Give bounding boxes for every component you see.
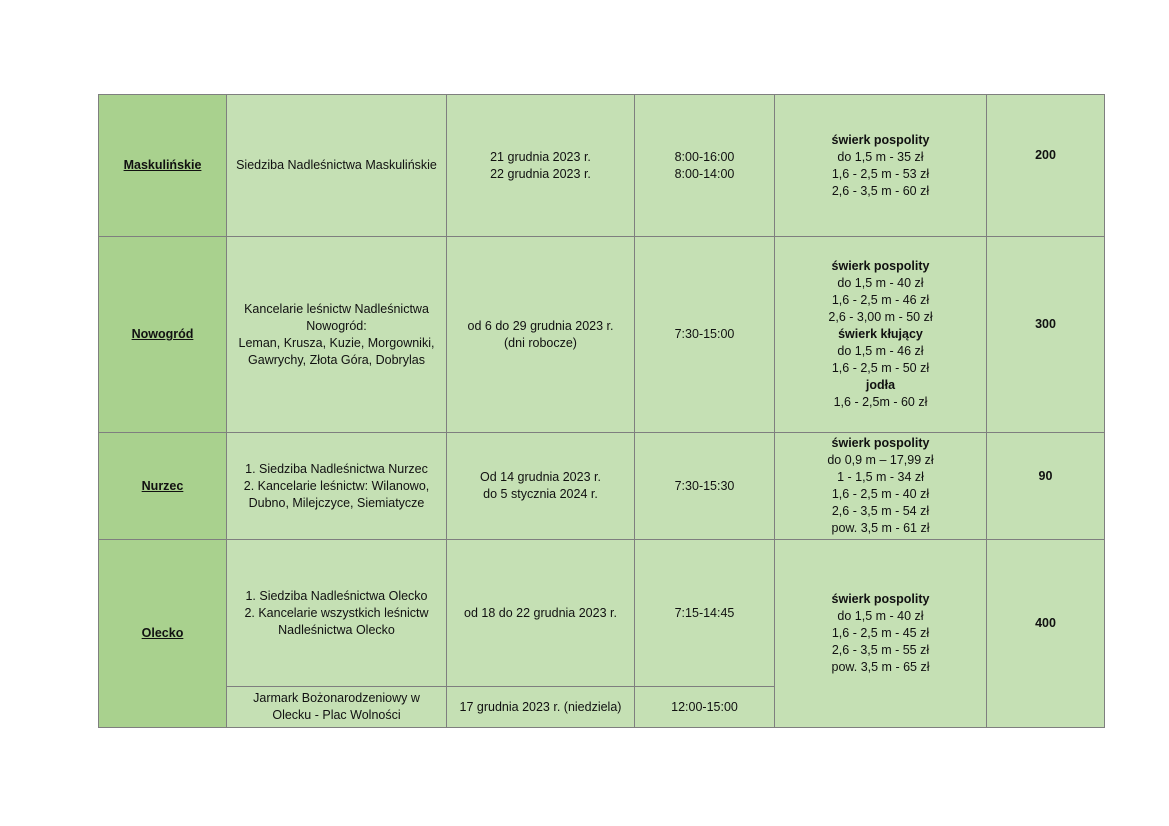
forest-district-name: Maskulińskie — [98, 94, 227, 237]
sale-dates-line: od 6 do 29 grudnia 2023 r. — [467, 318, 614, 333]
sale-hours: 12:00-15:00 — [634, 686, 775, 728]
sale-location-line: 1. Siedziba Nadleśnictwa Nurzec — [245, 461, 428, 476]
sale-dates-line: Od 14 grudnia 2023 r. — [480, 470, 601, 484]
sale-hours-line: 8:00-14:00 — [674, 166, 735, 181]
price-list-line: do 1,5 m - 46 zł — [837, 344, 924, 358]
tree-count: 400 — [986, 539, 1105, 728]
price-list: świerk pospolity do 0,9 m – 17,99 zł 1 - 1… — [774, 432, 987, 540]
price-list-line: 1,6 - 2,5 m - 53 zł — [831, 166, 930, 181]
price-list-line: świerk pospolity — [831, 132, 930, 147]
tree-count: 200 — [986, 94, 1105, 237]
price-list-line: świerk kłujący — [838, 327, 923, 341]
price-list-line: do 0,9 m – 17,99 zł — [827, 453, 934, 467]
sale-location-line: Siedziba Nadleśnictwa Maskulińskie — [236, 158, 437, 172]
sale-hours-line: 8:00-16:00 — [674, 149, 735, 164]
sale-location-line: Dubno, Milejczyce, Siemiatycze — [248, 495, 425, 510]
price-list: świerk pospolity do 1,5 m - 35 zł 1,6 - 2,… — [774, 94, 987, 237]
sale-location-line: Leman, Krusza, Kuzie, Morgowniki, — [238, 335, 435, 350]
sale-location-line: 2. Kancelarie wszystkich leśnictw — [244, 605, 429, 620]
price-list-line: 1,6 - 2,5 m - 40 zł — [831, 487, 930, 501]
price-list-line: 1,6 - 2,5 m - 50 zł — [831, 361, 930, 375]
price-list-line: świerk pospolity — [831, 592, 930, 606]
price-list-line: jodła — [865, 378, 896, 392]
sale-location-line: Gawrychy, Złota Góra, Dobrylas — [248, 352, 425, 367]
sale-location-line: Kancelarie leśnictw Nadleśnictwa — [244, 301, 429, 316]
sale-location: Jarmark Bożonarodzeniowy w Olecku - Plac … — [226, 686, 447, 728]
sale-location: 1. Siedziba Nadleśnictwa Nurzec 2. Kancel… — [226, 432, 447, 540]
price-list-line: 1,6 - 2,5 m - 46 zł — [831, 293, 930, 307]
price-list: świerk pospolity do 1,5 m - 40 zł 1,6 - 2,… — [774, 236, 987, 433]
price-list-line: 1 - 1,5 m - 34 zł — [837, 470, 924, 484]
sale-location: 1. Siedziba Nadleśnictwa Olecko 2. Kancel… — [226, 539, 447, 687]
christmas-tree-sale-table: Maskulińskie Siedziba Nadleśnictwa Maskul… — [98, 94, 1105, 728]
forest-district-name: Nowogród — [98, 236, 227, 433]
sale-dates: Od 14 grudnia 2023 r. do 5 stycznia 2024 … — [446, 432, 635, 540]
price-list-line: 1,6 - 2,5 m - 45 zł — [831, 626, 930, 640]
price-list-line: do 1,5 m - 35 zł — [837, 149, 924, 164]
price-list-line: 2,6 - 3,5 m - 60 zł — [831, 183, 930, 198]
sale-dates-line: 17 grudnia 2023 r. (niedziela) — [459, 699, 622, 714]
sale-dates: od 6 do 29 grudnia 2023 r. (dni robocze) — [446, 236, 635, 433]
tree-count: 90 — [986, 432, 1105, 540]
forest-district-name: Nurzec — [98, 432, 227, 540]
table-row: Nowogród Kancelarie leśnictw Nadleśnictwa… — [98, 236, 1105, 433]
price-list-line: 2,6 - 3,5 m - 54 zł — [831, 504, 930, 518]
table-row: Olecko 1. Siedziba Nadleśnictwa Olecko 2. … — [98, 539, 1105, 728]
sale-hours-line: 12:00-15:00 — [671, 699, 738, 714]
sale-dates: 17 grudnia 2023 r. (niedziela) — [446, 686, 635, 728]
sale-dates-line: 22 grudnia 2023 r. — [490, 166, 591, 181]
sale-hours-line: 7:15-14:45 — [674, 605, 735, 620]
price-list: świerk pospolity do 1,5 m - 40 zł 1,6 - 2,… — [774, 539, 987, 728]
price-list-line: 2,6 - 3,5 m - 55 zł — [831, 643, 930, 657]
sale-location-line: Nadleśnictwa Olecko — [278, 622, 395, 637]
sale-dates: 21 grudnia 2023 r. 22 grudnia 2023 r. — [446, 94, 635, 237]
sale-location-line: 2. Kancelarie leśnictw: Wilanowo, — [243, 478, 430, 493]
sale-location: Kancelarie leśnictw Nadleśnictwa Nowogród… — [226, 236, 447, 433]
sale-hours: 7:15-14:45 — [634, 539, 775, 687]
sale-dates-line: do 5 stycznia 2024 r. — [483, 487, 598, 501]
price-list-line: 1,6 - 2,5m - 60 zł — [833, 395, 928, 409]
sale-hours: 8:00-16:00 8:00-14:00 — [634, 94, 775, 237]
sale-location-line: 1. Siedziba Nadleśnictwa Olecko — [245, 588, 428, 603]
sale-hours: 7:30-15:00 — [634, 236, 775, 433]
sale-location-line: Nowogród: — [306, 318, 367, 333]
forest-district-name: Olecko — [98, 539, 227, 728]
sale-hours-line: 7:30-15:30 — [674, 478, 735, 493]
price-list-line: świerk pospolity — [831, 436, 930, 450]
sale-location: Siedziba Nadleśnictwa Maskulińskie — [226, 94, 447, 237]
table-row: Nurzec 1. Siedziba Nadleśnictwa Nurzec 2. … — [98, 432, 1105, 540]
sale-dates: od 18 do 22 grudnia 2023 r. — [446, 539, 635, 687]
sale-location-line: Olecku - Plac Wolności — [272, 708, 401, 722]
tree-count: 300 — [986, 236, 1105, 433]
sale-hours: 7:30-15:30 — [634, 432, 775, 540]
sale-dates-line: (dni robocze) — [504, 335, 577, 350]
table-row: Maskulińskie Siedziba Nadleśnictwa Maskul… — [98, 94, 1105, 237]
sale-location-line: Jarmark Bożonarodzeniowy w — [253, 691, 420, 705]
price-list-line: 2,6 - 3,00 m - 50 zł — [828, 310, 933, 324]
price-list-line: pow. 3,5 m - 61 zł — [831, 521, 930, 535]
sale-dates-line: 21 grudnia 2023 r. — [490, 149, 591, 164]
price-list-line: pow. 3,5 m - 65 zł — [831, 660, 930, 674]
sale-dates-line: od 18 do 22 grudnia 2023 r. — [464, 605, 617, 620]
price-list-line: do 1,5 m - 40 zł — [837, 276, 924, 290]
table-row: Jarmark Bożonarodzeniowy w Olecku - Plac … — [99, 686, 1105, 728]
sale-hours-line: 7:30-15:00 — [674, 327, 735, 341]
price-list-line: świerk pospolity — [831, 259, 930, 273]
price-list-line: do 1,5 m - 40 zł — [837, 609, 924, 623]
